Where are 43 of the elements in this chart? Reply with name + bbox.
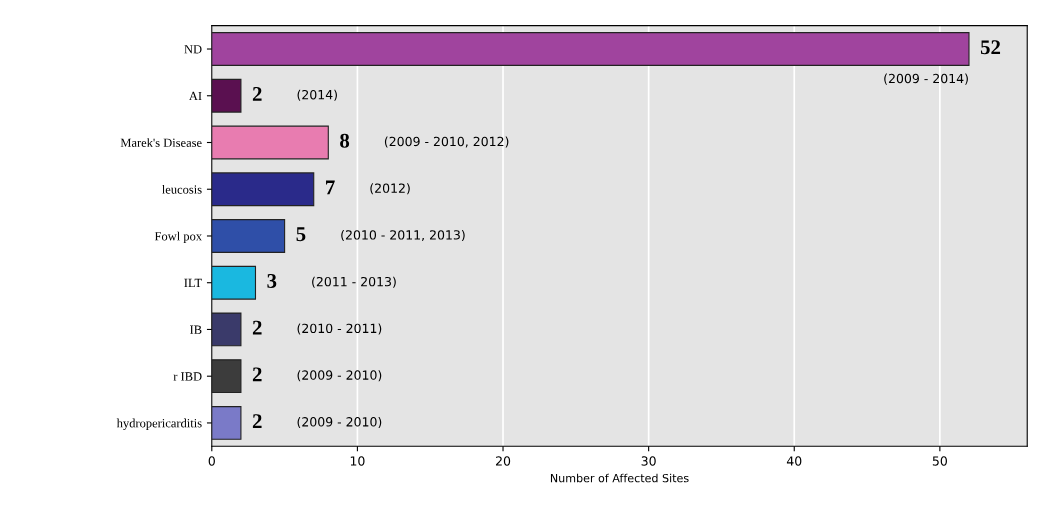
data-label: 52	[980, 40, 1001, 55]
data-label: 5	[296, 227, 306, 242]
annotation: (2009 - 2010)	[297, 416, 382, 429]
bar	[211, 32, 970, 66]
bar	[211, 265, 257, 300]
y-tick-label: Marek's Disease	[120, 138, 202, 147]
data-label: 3	[267, 273, 277, 288]
x-tick-label: 40	[786, 456, 802, 466]
annotation: (2010 - 2011, 2013)	[341, 229, 465, 242]
y-tick-label: Fowl pox	[154, 231, 202, 243]
x-axis-title: Number of Affected Sites	[550, 473, 689, 483]
annotation: (2012)	[370, 183, 410, 195]
annotation: (2009 - 2010, 2012)	[384, 136, 509, 148]
y-tick-label: AI	[189, 91, 202, 101]
x-tick-label: 0	[208, 456, 215, 466]
annotation: (2014)	[297, 89, 337, 101]
y-tick-label: leucosis	[162, 184, 202, 194]
x-tick-label: 20	[495, 456, 511, 466]
bar	[211, 125, 329, 160]
data-label: 7	[326, 180, 335, 195]
x-tick-label: 10	[350, 456, 365, 466]
y-tick-label: IB	[190, 325, 202, 334]
data-label: 8	[340, 133, 350, 148]
data-label: 2	[252, 320, 262, 335]
bar	[211, 172, 315, 207]
x-tick-label: 50	[932, 456, 947, 466]
bar	[211, 359, 242, 394]
annotation: (2009 - 2010)	[297, 370, 382, 382]
bar	[211, 312, 242, 347]
y-tick-label: ND	[184, 45, 202, 54]
annotation: (2010 - 2011)	[297, 323, 382, 335]
bar	[211, 219, 286, 253]
data-label: 2	[252, 414, 262, 428]
bar	[211, 78, 242, 113]
y-tick-label: hydropericarditis	[116, 418, 202, 430]
x-tick-label: 30	[641, 456, 656, 466]
y-tick-label: ILT	[184, 278, 202, 288]
y-tick-label: r IBD	[173, 372, 202, 381]
annotation: (2011 - 2013)	[312, 276, 396, 288]
data-label: 2	[252, 86, 262, 101]
bar	[211, 406, 242, 440]
annotation: (2009 - 2014)	[884, 73, 968, 85]
data-label: 2	[252, 367, 262, 382]
